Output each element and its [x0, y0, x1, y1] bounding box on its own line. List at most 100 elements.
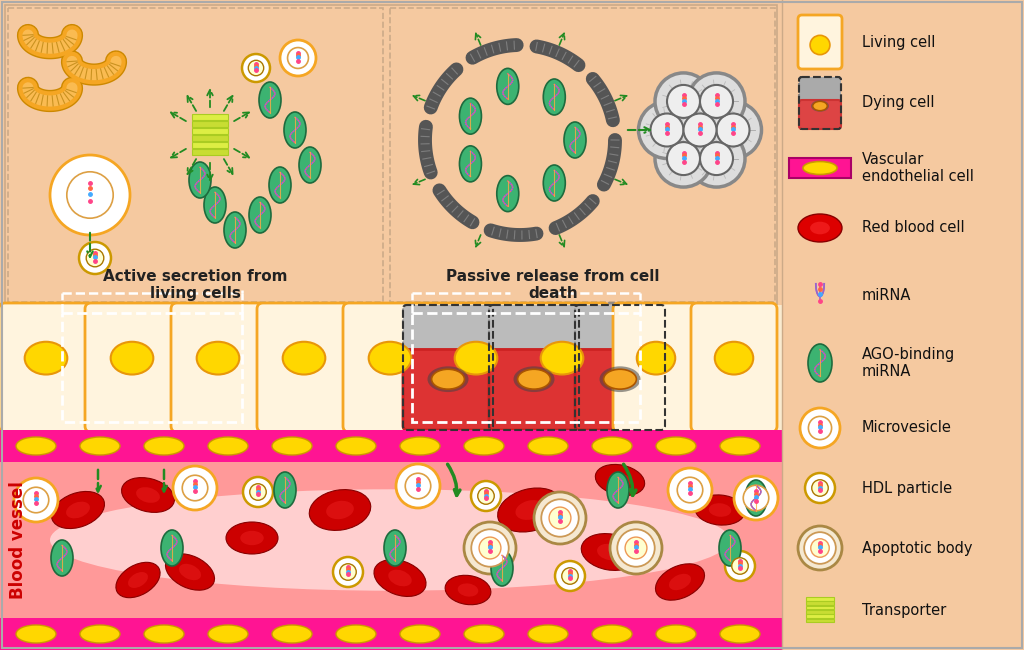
Bar: [0, 430, 782, 462]
Ellipse shape: [16, 625, 56, 643]
Ellipse shape: [517, 369, 551, 389]
Ellipse shape: [284, 112, 306, 148]
Ellipse shape: [798, 214, 842, 242]
Ellipse shape: [327, 500, 354, 519]
Circle shape: [288, 47, 308, 68]
Ellipse shape: [166, 554, 214, 590]
Bar: [390, 8, 775, 302]
Text: Apoptotic body: Apoptotic body: [862, 541, 973, 556]
FancyBboxPatch shape: [575, 305, 665, 358]
FancyBboxPatch shape: [575, 350, 665, 430]
Circle shape: [471, 481, 501, 511]
Ellipse shape: [309, 489, 371, 530]
Circle shape: [542, 499, 579, 537]
Circle shape: [250, 484, 266, 501]
Ellipse shape: [582, 534, 639, 571]
Ellipse shape: [595, 465, 645, 495]
FancyBboxPatch shape: [515, 303, 609, 432]
Ellipse shape: [607, 472, 629, 508]
Bar: [806, 614, 834, 618]
Ellipse shape: [810, 222, 829, 234]
Ellipse shape: [464, 625, 504, 643]
Circle shape: [464, 522, 516, 574]
Ellipse shape: [116, 562, 160, 598]
Circle shape: [182, 475, 208, 500]
Ellipse shape: [599, 367, 640, 392]
Bar: [782, 0, 1024, 650]
Ellipse shape: [144, 437, 184, 455]
Bar: [193, 121, 228, 127]
Circle shape: [479, 537, 501, 559]
FancyBboxPatch shape: [429, 303, 523, 432]
Circle shape: [471, 529, 509, 567]
Circle shape: [688, 130, 745, 187]
Ellipse shape: [458, 584, 478, 597]
Ellipse shape: [179, 564, 201, 580]
Ellipse shape: [656, 437, 696, 455]
Ellipse shape: [111, 342, 154, 374]
Text: Microvesicle: Microvesicle: [862, 421, 952, 436]
Circle shape: [555, 561, 585, 591]
Ellipse shape: [80, 437, 120, 455]
Circle shape: [798, 526, 842, 570]
Circle shape: [677, 477, 702, 502]
Ellipse shape: [51, 491, 104, 528]
Ellipse shape: [51, 540, 73, 576]
Ellipse shape: [400, 625, 440, 643]
Bar: [8, 8, 383, 302]
Ellipse shape: [144, 625, 184, 643]
Text: miRNA: miRNA: [862, 287, 911, 302]
FancyBboxPatch shape: [798, 15, 842, 69]
Ellipse shape: [720, 437, 760, 455]
Circle shape: [242, 54, 270, 82]
Ellipse shape: [513, 367, 555, 392]
Ellipse shape: [592, 625, 632, 643]
Text: AGO-binding
miRNA: AGO-binding miRNA: [862, 347, 955, 379]
Ellipse shape: [16, 437, 56, 455]
Ellipse shape: [603, 369, 636, 389]
Ellipse shape: [695, 495, 744, 525]
Circle shape: [734, 476, 778, 520]
Ellipse shape: [745, 480, 767, 516]
Ellipse shape: [427, 367, 469, 392]
Ellipse shape: [431, 369, 465, 389]
Bar: [193, 128, 228, 134]
Ellipse shape: [656, 625, 696, 643]
Ellipse shape: [249, 197, 271, 233]
Ellipse shape: [400, 437, 440, 455]
Bar: [193, 114, 228, 120]
Bar: [806, 606, 834, 609]
Ellipse shape: [226, 522, 278, 554]
Ellipse shape: [50, 489, 730, 591]
Ellipse shape: [122, 478, 174, 512]
Ellipse shape: [541, 342, 584, 374]
Ellipse shape: [455, 342, 498, 374]
Text: Living cell: Living cell: [862, 34, 935, 49]
Ellipse shape: [709, 503, 731, 517]
Circle shape: [668, 468, 712, 512]
Circle shape: [478, 488, 495, 504]
Ellipse shape: [25, 342, 68, 374]
Ellipse shape: [384, 530, 406, 566]
Circle shape: [86, 249, 103, 266]
Circle shape: [67, 172, 114, 218]
Bar: [806, 619, 834, 622]
Bar: [790, 158, 851, 178]
Ellipse shape: [498, 488, 562, 532]
Circle shape: [808, 417, 831, 439]
Ellipse shape: [813, 101, 827, 111]
Circle shape: [732, 558, 749, 574]
Circle shape: [24, 488, 49, 513]
Ellipse shape: [464, 437, 504, 455]
Ellipse shape: [241, 531, 264, 545]
Circle shape: [812, 480, 828, 496]
Circle shape: [650, 114, 683, 146]
Ellipse shape: [655, 564, 705, 600]
Bar: [0, 305, 782, 430]
Circle shape: [700, 142, 733, 175]
Bar: [0, 618, 782, 650]
Ellipse shape: [808, 344, 831, 382]
Circle shape: [534, 492, 586, 544]
Circle shape: [406, 473, 431, 499]
Circle shape: [340, 564, 356, 580]
